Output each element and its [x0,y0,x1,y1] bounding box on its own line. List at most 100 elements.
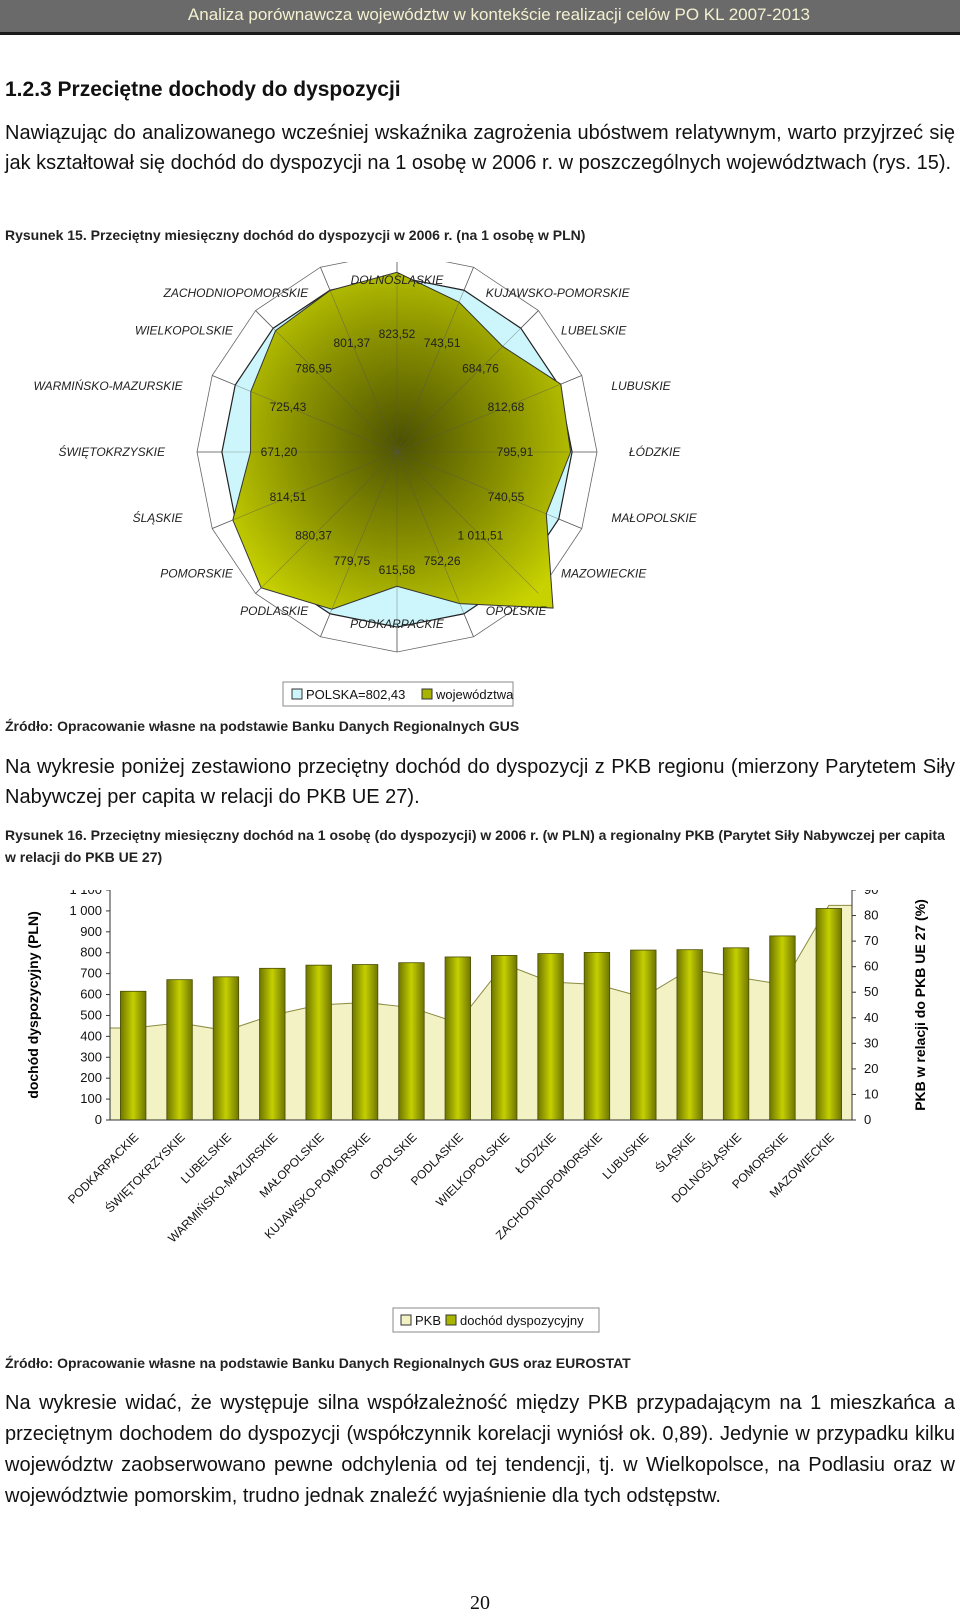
bar-dochod [491,955,518,1121]
radar-category-label: MAZOWIECKIE [561,567,647,581]
y-tick-left: 1 100 [69,890,102,897]
radar-spoke-overlay [396,451,474,637]
bar-dochod [722,947,750,1121]
fig16-caption: Rysunek 16. Przeciętny miesięczny dochód… [5,827,945,865]
bar-dochod [676,949,703,1121]
final-paragraph: Na wykresie widać, że występuje silna ws… [5,1392,955,1507]
radar-category-label: DOLNOŚLĄSKIE [351,272,445,287]
y-tick-left: 800 [80,945,102,960]
y-tick-right: 80 [864,908,878,923]
radar-chart: DOLNOŚLĄSKIE 823,52 KUJAWSKO-POMORSKIE 743,… [34,262,698,707]
radar-value-label: 823,52 [379,327,416,341]
radar-value-label: 812,68 [488,400,525,414]
radar-value-label: 814,51 [270,490,307,504]
radar-spoke-overlay [212,451,398,529]
y-tick-left: 700 [80,966,102,981]
bar-legend: PKB dochód dyspozycyjny [392,1307,600,1333]
y-tick-left: 300 [80,1049,102,1064]
radar-value-label: 743,51 [424,336,461,350]
x-tick-label: LUBUSKIE [600,1130,652,1182]
bar-dochod [815,908,842,1121]
y-tick-right: 20 [864,1061,878,1076]
bar-dochod [120,990,147,1121]
radar-category-label: ŚLĄSKIE [133,510,184,525]
radar-value-label: 752,26 [424,554,461,568]
radar-value-label: 801,37 [333,336,370,350]
y-tick-left: 100 [80,1091,102,1106]
radar-value-label: 1 011,51 [458,528,504,542]
y-tick-right: 0 [864,1112,871,1127]
section-title: 1.2.3 Przeciętne dochody do dyspozycji [5,78,401,101]
page-number: 20 [470,1592,490,1614]
y-axis-label-right: PKB w relacji do PKB UE 27 (%) [912,899,928,1111]
radar-value-label: 615,58 [379,563,416,577]
radar-category-label: LUBELSKIE [561,323,627,337]
radar-category-label: WIELKOPOLSKIE [135,323,234,337]
radar-value-label: 740,55 [488,490,525,504]
legend-label-wojewodztwa: województwa [435,687,514,702]
bar-dochod [583,952,611,1121]
intro-paragraph: Nawiązując do analizowanego wcześniej ws… [5,122,955,174]
radar-legend: POLSKA=802,43 województwa [282,681,514,707]
radar-spoke-overlay [396,451,539,594]
y-tick-left: 1 000 [69,903,102,918]
radar-spoke-overlay [396,375,582,453]
bar-dochod [351,964,379,1121]
y-tick-left: 200 [80,1070,102,1085]
bar-dochod [259,967,286,1121]
legend-swatch-pkb [400,1314,412,1326]
y-tick-right: 10 [864,1086,878,1101]
y-tick-left: 400 [80,1028,102,1043]
bar-dochod [630,949,657,1121]
radar-category-label: POMORSKIE [160,567,234,581]
y-tick-right: 60 [864,959,878,974]
radar-category-label: PODLASKIE [240,604,309,618]
y-tick-right: 30 [864,1035,878,1050]
y-tick-right: 70 [864,933,878,948]
radar-value-label: 880,37 [295,528,332,542]
radar-category-label: ZACHODNIOPOMORSKIE [163,286,310,300]
radar-spoke-overlay [212,375,398,453]
radar-spoke-overlay [396,267,474,453]
radar-value-label: 779,75 [333,554,370,568]
y-tick-right: 90 [864,890,878,897]
middle-paragraph: Na wykresie poniżej zestawiono przeciętn… [5,756,955,808]
radar-spoke-overlay [396,451,582,529]
fig16-source: Źródło: Opracowanie własne na podstawie … [5,1355,631,1371]
radar-spoke-overlay [320,267,398,453]
legend-label-polska: POLSKA=802,43 [306,687,405,702]
bar-dochod [769,935,796,1121]
legend-label-pkb: PKB [415,1313,441,1328]
radar-category-label: ŚWIĘTOKRZYSKIE [59,444,166,459]
legend-label-dochod: dochód dyspozycyjny [460,1313,584,1328]
x-tick-label: ŁÓDZKIE [512,1130,559,1177]
y-tick-left: 500 [80,1007,102,1022]
y-axis-label-left: dochód dyspozycyjny (PLN) [25,911,41,1098]
radar-category-label: KUJAWSKO-POMORSKIE [486,286,631,300]
bar-dochod [305,964,332,1121]
legend-swatch-polska [291,688,303,700]
y-tick-left: 600 [80,987,102,1002]
radar-category-label: ŁÓDZKIE [629,444,681,459]
x-tick-label: ŚWIĘTOKRZYSKIE [102,1130,188,1216]
radar-spoke-overlay [255,451,398,594]
y-tick-right: 40 [864,1010,878,1025]
radar-spoke-overlay [396,310,539,453]
radar-value-label: 786,95 [295,362,332,376]
fig15-caption: Rysunek 15. Przeciętny miesięczny dochód… [5,227,586,243]
x-tick-label: ŚLĄSKIE [652,1130,698,1176]
radar-category-label: PODKARPACKIE [350,617,445,631]
y-tick-right: 50 [864,984,878,999]
bar-dochod [398,962,425,1121]
bar-dochod [166,979,193,1121]
radar-category-label: LUBUSKIE [611,379,671,393]
radar-category-label: MAŁOPOLSKIE [611,511,697,525]
y-tick-left: 0 [95,1112,102,1127]
radar-spoke-overlay [320,451,398,637]
radar-value-label: 795,91 [497,445,534,459]
radar-spoke-overlay [255,310,398,453]
bar-dochod [212,976,240,1121]
bar-dochod [444,956,471,1121]
radar-value-label: 725,43 [270,400,307,414]
